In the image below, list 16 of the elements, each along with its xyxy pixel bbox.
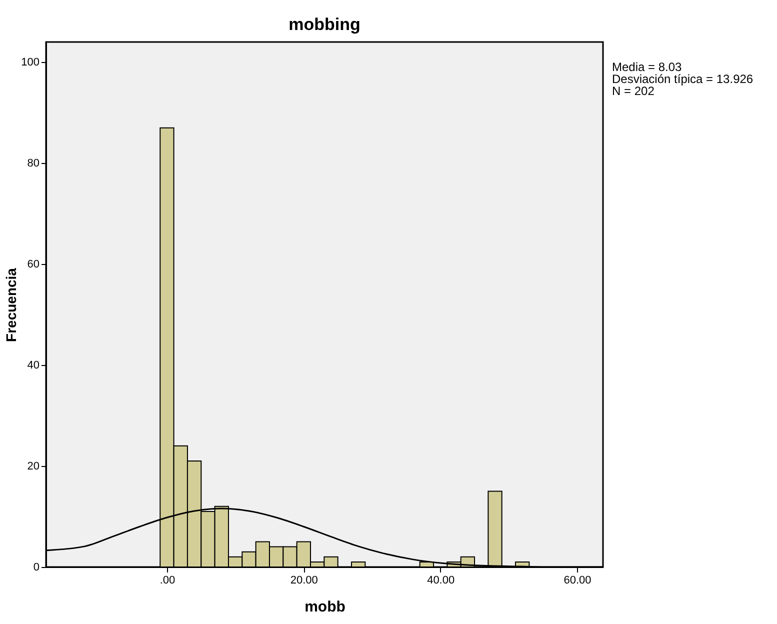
y-tick-label: 80 <box>27 158 40 170</box>
y-tick-label: 40 <box>27 360 40 372</box>
x-tick-label: 40.00 <box>427 574 455 586</box>
x-axis-title: mobb <box>304 598 346 616</box>
text: Media = 8.03 <box>612 60 682 74</box>
x-tick-label: 20.00 <box>290 574 318 586</box>
chart-title: mobbing <box>288 15 360 34</box>
x-tick-label: 60.00 <box>564 574 592 586</box>
y-axis-title: Frecuencia <box>3 268 20 342</box>
y-tick-label: 20 <box>27 460 40 473</box>
x-tick-label: .00 <box>160 574 176 586</box>
y-tick-label: 60 <box>27 258 40 271</box>
text: Desviación típica = 13.926 <box>612 72 754 86</box>
text: N = 202 <box>612 84 655 98</box>
y-tick-label: 100 <box>21 56 40 69</box>
y-tick-label: 0 <box>33 562 40 574</box>
